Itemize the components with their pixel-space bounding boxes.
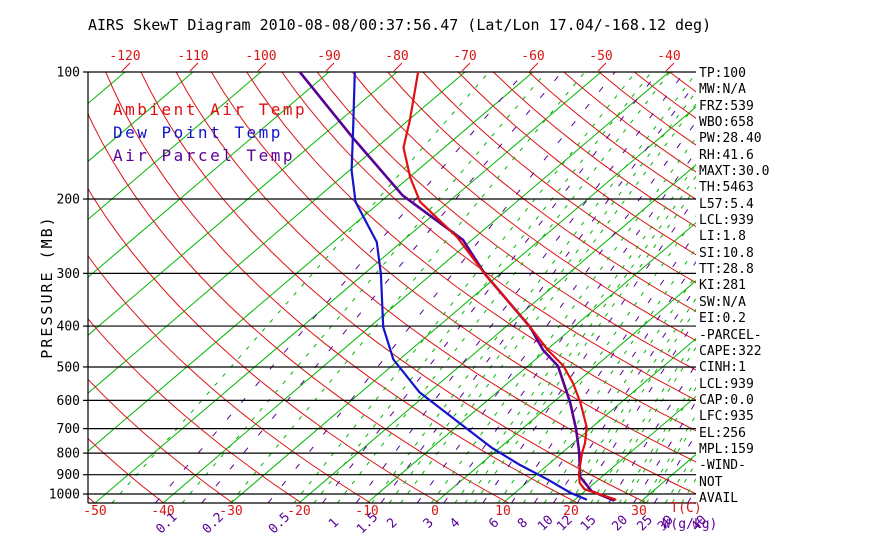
temp-unit-label: T(C) [670, 501, 701, 516]
svg-text:-120: -120 [109, 49, 140, 64]
svg-text:15: 15 [578, 513, 600, 535]
stats-column: TP:100 MW:N/A FRZ:539 WBO:658 PW:28.40 RH:41.… [699, 66, 769, 507]
stat-value: SI:10.8 [699, 245, 754, 261]
svg-text:-60: -60 [521, 49, 544, 64]
stat-value: EL:256 [699, 425, 746, 441]
svg-text:-40: -40 [151, 504, 174, 519]
svg-text:700: 700 [57, 422, 80, 437]
stat-value: KI:281 [699, 278, 746, 294]
plot-title: AIRS SkewT Diagram 2010-08-08/00:37:56.4… [88, 16, 712, 34]
svg-text:900: 900 [57, 468, 80, 483]
stat-value: RH:41.6 [699, 147, 754, 163]
svg-text:1000: 1000 [49, 488, 80, 503]
stat-value: MAXT:30.0 [699, 164, 770, 180]
svg-text:-20: -20 [287, 504, 310, 519]
stat-value: PW:28.40 [699, 131, 762, 147]
top-temp-labels: -120 -110 -100 -90 -80 -70 -60 -50 -40 [109, 49, 681, 72]
svg-text:10: 10 [495, 504, 511, 519]
svg-text:-70: -70 [453, 49, 476, 64]
stat-value: FRZ:539 [699, 98, 754, 114]
pressure-tick-labels: 100 200 300 400 500 600 700 800 900 1000 [49, 66, 80, 503]
svg-text:800: 800 [57, 447, 80, 462]
stat-value: CINH:1 [699, 360, 746, 376]
bottom-temp-labels: -50 -40 -30 -20 -10 0 10 20 30 T(C) [83, 501, 701, 519]
stat-value: LCL:939 [699, 376, 754, 392]
stat-value: AVAIL [699, 490, 739, 506]
svg-text:20: 20 [563, 504, 579, 519]
svg-text:0: 0 [431, 504, 439, 519]
stat-value: L57:5.4 [699, 196, 754, 212]
ambient-temp-curve [402, 72, 617, 501]
svg-text:600: 600 [57, 394, 80, 409]
svg-text:-10: -10 [355, 504, 378, 519]
stat-value: TT:28.8 [699, 262, 754, 278]
legend-dew-point-temp: Dew Point Temp [113, 123, 283, 142]
stat-value: CAP:0.0 [699, 392, 754, 408]
svg-text:4: 4 [447, 515, 463, 531]
background-grid [88, 72, 696, 503]
pressure-axis-label: PRESSURE (MB) [38, 215, 56, 358]
svg-text:30: 30 [631, 504, 647, 519]
svg-text:500: 500 [57, 360, 80, 375]
stat-value: TH:5463 [699, 180, 754, 196]
svg-text:2: 2 [384, 515, 400, 531]
stat-value: TP:100 [699, 66, 746, 81]
svg-text:8: 8 [515, 515, 531, 531]
stat-value: CAPE:322 [699, 343, 762, 359]
stat-value: -PARCEL- [699, 327, 762, 343]
stat-value: LFC:935 [699, 409, 754, 425]
svg-text:-90: -90 [317, 49, 340, 64]
legend: Ambient Air Temp Dew Point Temp Air Parc… [113, 98, 307, 167]
svg-text:400: 400 [57, 320, 80, 335]
svg-text:200: 200 [57, 193, 80, 208]
svg-text:-30: -30 [219, 504, 242, 519]
legend-air-parcel-temp: Air Parcel Temp [113, 146, 295, 165]
stat-value: -WIND- [699, 458, 746, 474]
svg-text:300: 300 [57, 267, 80, 282]
stat-value: WBO:658 [699, 115, 754, 131]
stat-value: MPL:159 [699, 441, 754, 457]
dew-point-curve [350, 72, 588, 501]
svg-text:1: 1 [326, 515, 342, 531]
minor-mixing-ratio-lines [111, 72, 696, 503]
svg-text:-80: -80 [385, 49, 408, 64]
stat-value: SW:N/A [699, 294, 746, 310]
svg-text:-40: -40 [657, 49, 680, 64]
stat-value: LCL:939 [699, 213, 754, 229]
svg-text:-110: -110 [177, 49, 208, 64]
stat-value: EI:0.2 [699, 311, 746, 327]
svg-text:20: 20 [609, 513, 631, 535]
svg-text:-50: -50 [83, 504, 106, 519]
pressure-lines [83, 71, 696, 495]
legend-ambient-air-temp: Ambient Air Temp [113, 100, 308, 119]
sounding-curves [298, 72, 617, 502]
stat-value: MW:N/A [699, 82, 746, 98]
stat-value: LI:1.8 [699, 229, 746, 245]
svg-text:100: 100 [57, 66, 80, 81]
stat-value: NOT [699, 474, 723, 490]
svg-text:-50: -50 [589, 49, 612, 64]
svg-text:-100: -100 [245, 49, 276, 64]
dry-adiabat-lines [88, 72, 696, 503]
mixing-unit-label: W(g/kg) [663, 517, 718, 532]
